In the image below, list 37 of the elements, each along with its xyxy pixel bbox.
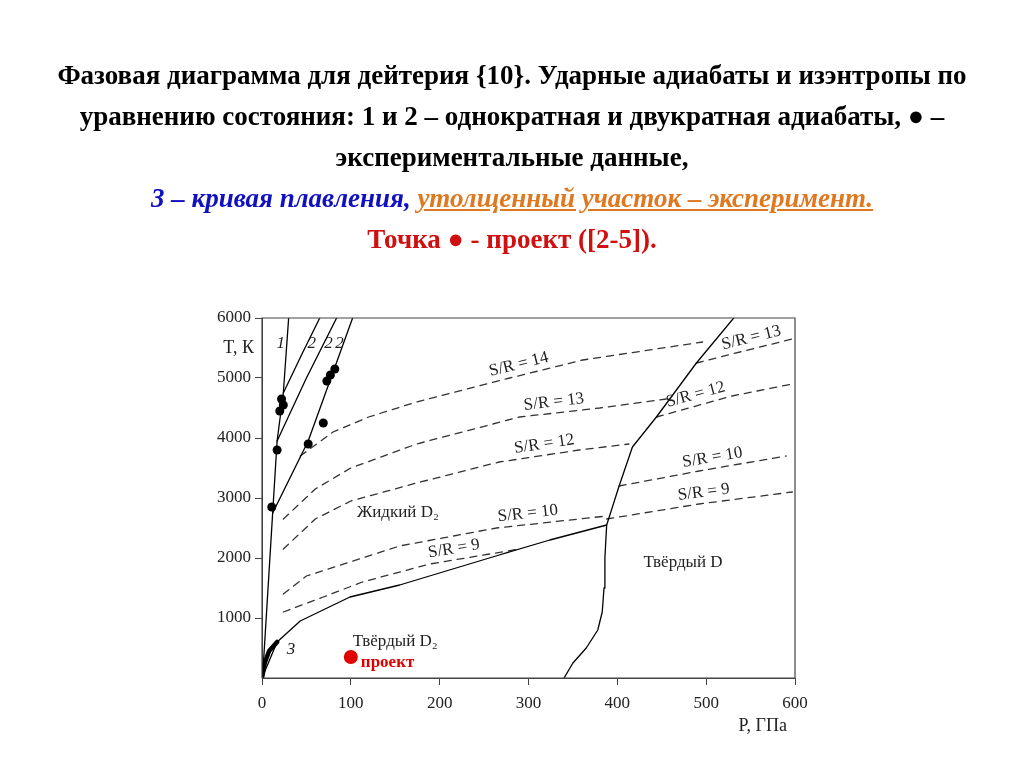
annotation: Твёрдый D [643,552,723,572]
text: S/R = 9 [676,478,731,505]
y-tick-label: 2000 [217,547,251,567]
annotation: Жидкий D₂ [356,501,439,521]
text: S/R = 13 [522,388,585,414]
x-tick-label: 600 [782,692,808,712]
chart-title: Фазовая диаграмма для дейтерия {10}. Ударные адиабаты и изэнтропы по уравнению состояния: 1 и 2 – однократная и двукратная адиабаты, ● – экспериментальные данные, [57,60,967,172]
x-tick-label: 200 [426,692,453,712]
text: Точка ● - проект ([2-5]). [367,224,657,254]
text: S/R = 10 [680,442,744,472]
series-label: проект [360,652,415,672]
series-label: 1 [276,333,285,353]
y-tick-label: 1000 [217,607,251,627]
series-label: 2 [324,333,334,353]
text: S/R = 12 [512,429,576,457]
x-tick-label: 400 [604,692,631,712]
text: 3 – кривая плавления, [150,183,411,213]
series-label: 2 [307,333,317,353]
series-label: 2 [335,333,345,353]
y-tick-label: 3000 [217,487,251,507]
series-label: 3 [285,639,296,659]
text: S/R = 10 [496,499,559,526]
text: S/R = 12 [663,376,728,411]
y-axis-title: T, К [223,336,255,357]
x-tick-label: 500 [693,692,719,712]
y-tick-label: 4000 [217,427,251,447]
text: S/R = 13 [719,320,783,354]
x-tick-label: 0 [257,692,267,712]
text: S/R = 14 [486,346,551,380]
text: S/R = 9 [426,534,482,562]
x-tick-label: 100 [338,692,364,712]
x-axis-title: P, ГПа [738,714,787,735]
annotation: Твёрдый D₂ [352,631,438,651]
text: утолщенный участок – эксперимент. [417,183,874,213]
y-tick-label: 6000 [217,307,251,327]
y-tick-label: 5000 [217,367,251,387]
x-tick-label: 300 [515,692,542,712]
